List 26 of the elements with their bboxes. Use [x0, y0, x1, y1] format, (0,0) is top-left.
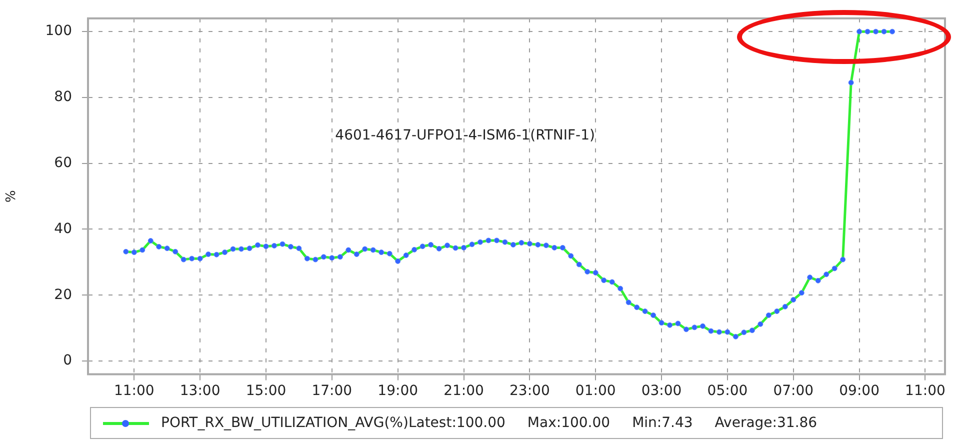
x-tick-label: 21:00 [444, 383, 484, 400]
annotation: 4601-4617-UFPO1-4-ISM6-1(RTNIF-1) [335, 127, 595, 144]
text: Max:100.00 [527, 415, 610, 431]
legend-label: PORT_RX_BW_UTILIZATION_AVG(%) [161, 415, 408, 431]
x-tick-label: 09:00 [839, 383, 880, 400]
y-axis-title: % [4, 190, 20, 202]
text: Min:7.43 [632, 415, 693, 431]
x-tick-label: 11:00 [114, 383, 154, 400]
x-tick-label: 23:00 [510, 383, 550, 400]
y-tick-label: 20 [54, 286, 72, 303]
text: Average:31.86 [714, 415, 818, 431]
y-tick-label: 40 [54, 220, 72, 237]
text: Latest:100.00 [408, 415, 506, 431]
x-tick-label: 05:00 [707, 383, 748, 400]
x-tick-label: 11:00 [905, 383, 946, 400]
x-tick-label: 17:00 [312, 383, 352, 400]
x-tick-label: 07:00 [773, 383, 814, 400]
y-tick-label: 60 [54, 154, 72, 171]
y-tick-label: 80 [54, 89, 72, 106]
y-tick-label: 0 [63, 352, 72, 369]
x-tick-label: 03:00 [641, 383, 682, 400]
x-tick-label: 15:00 [246, 383, 286, 400]
x-tick-label: 01:00 [575, 383, 616, 400]
y-tick-label: 100 [45, 23, 72, 40]
x-tick-label: 13:00 [180, 383, 220, 400]
x-tick-label: 19:00 [378, 383, 418, 400]
